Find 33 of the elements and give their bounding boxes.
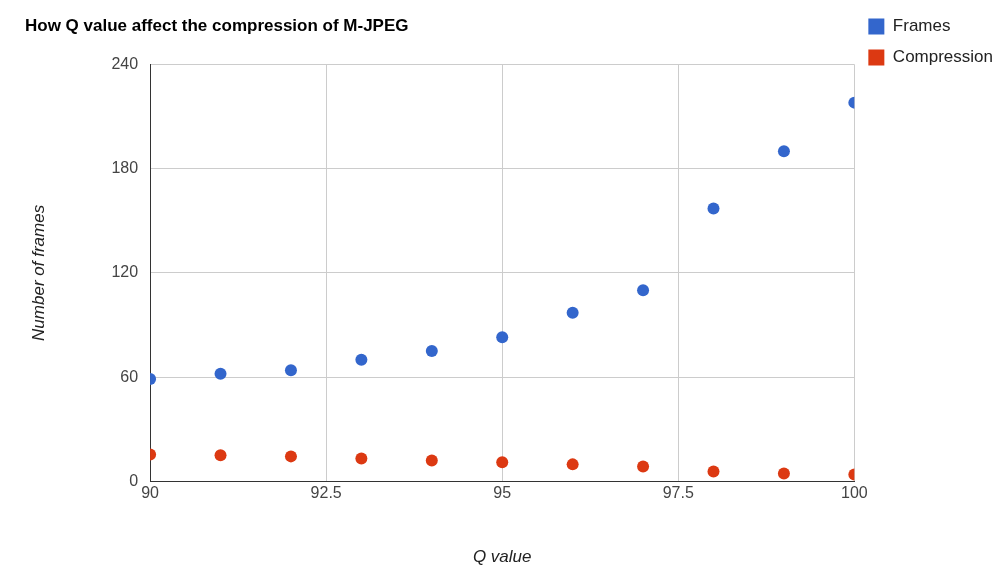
y-axis-title: Number of frames [28,204,48,341]
point [707,202,720,215]
legend-label: Compression [892,47,994,67]
point [777,145,790,158]
point [284,450,297,463]
x-axis-title: Q value [472,546,532,566]
chart-title: How Q value affect the compression of M-JPEG [25,15,409,35]
point [777,467,790,480]
point [496,331,509,344]
x-tick-label: 100 [841,484,868,502]
point [355,353,368,366]
y-tick-label: 180 [111,159,139,177]
y-tick-label: 60 [120,367,139,385]
x-tick-label: 95 [493,484,512,502]
point [496,456,509,469]
y-tick-label: 120 [111,263,139,281]
y-tick-label: 240 [111,54,139,72]
point [214,449,227,462]
y-tick-label: 0 [129,471,139,489]
legend-label: Frames [892,16,951,36]
point [284,364,297,377]
x-tick-label: 97.5 [662,484,694,502]
x-tick-label: 92.5 [310,484,342,502]
point [214,367,227,380]
point [707,465,720,478]
point [566,306,579,319]
point [425,345,438,358]
point [425,454,438,467]
point [637,460,650,473]
point [355,452,368,465]
point [566,458,579,471]
x-tick-label: 90 [141,484,160,502]
point [637,284,650,297]
